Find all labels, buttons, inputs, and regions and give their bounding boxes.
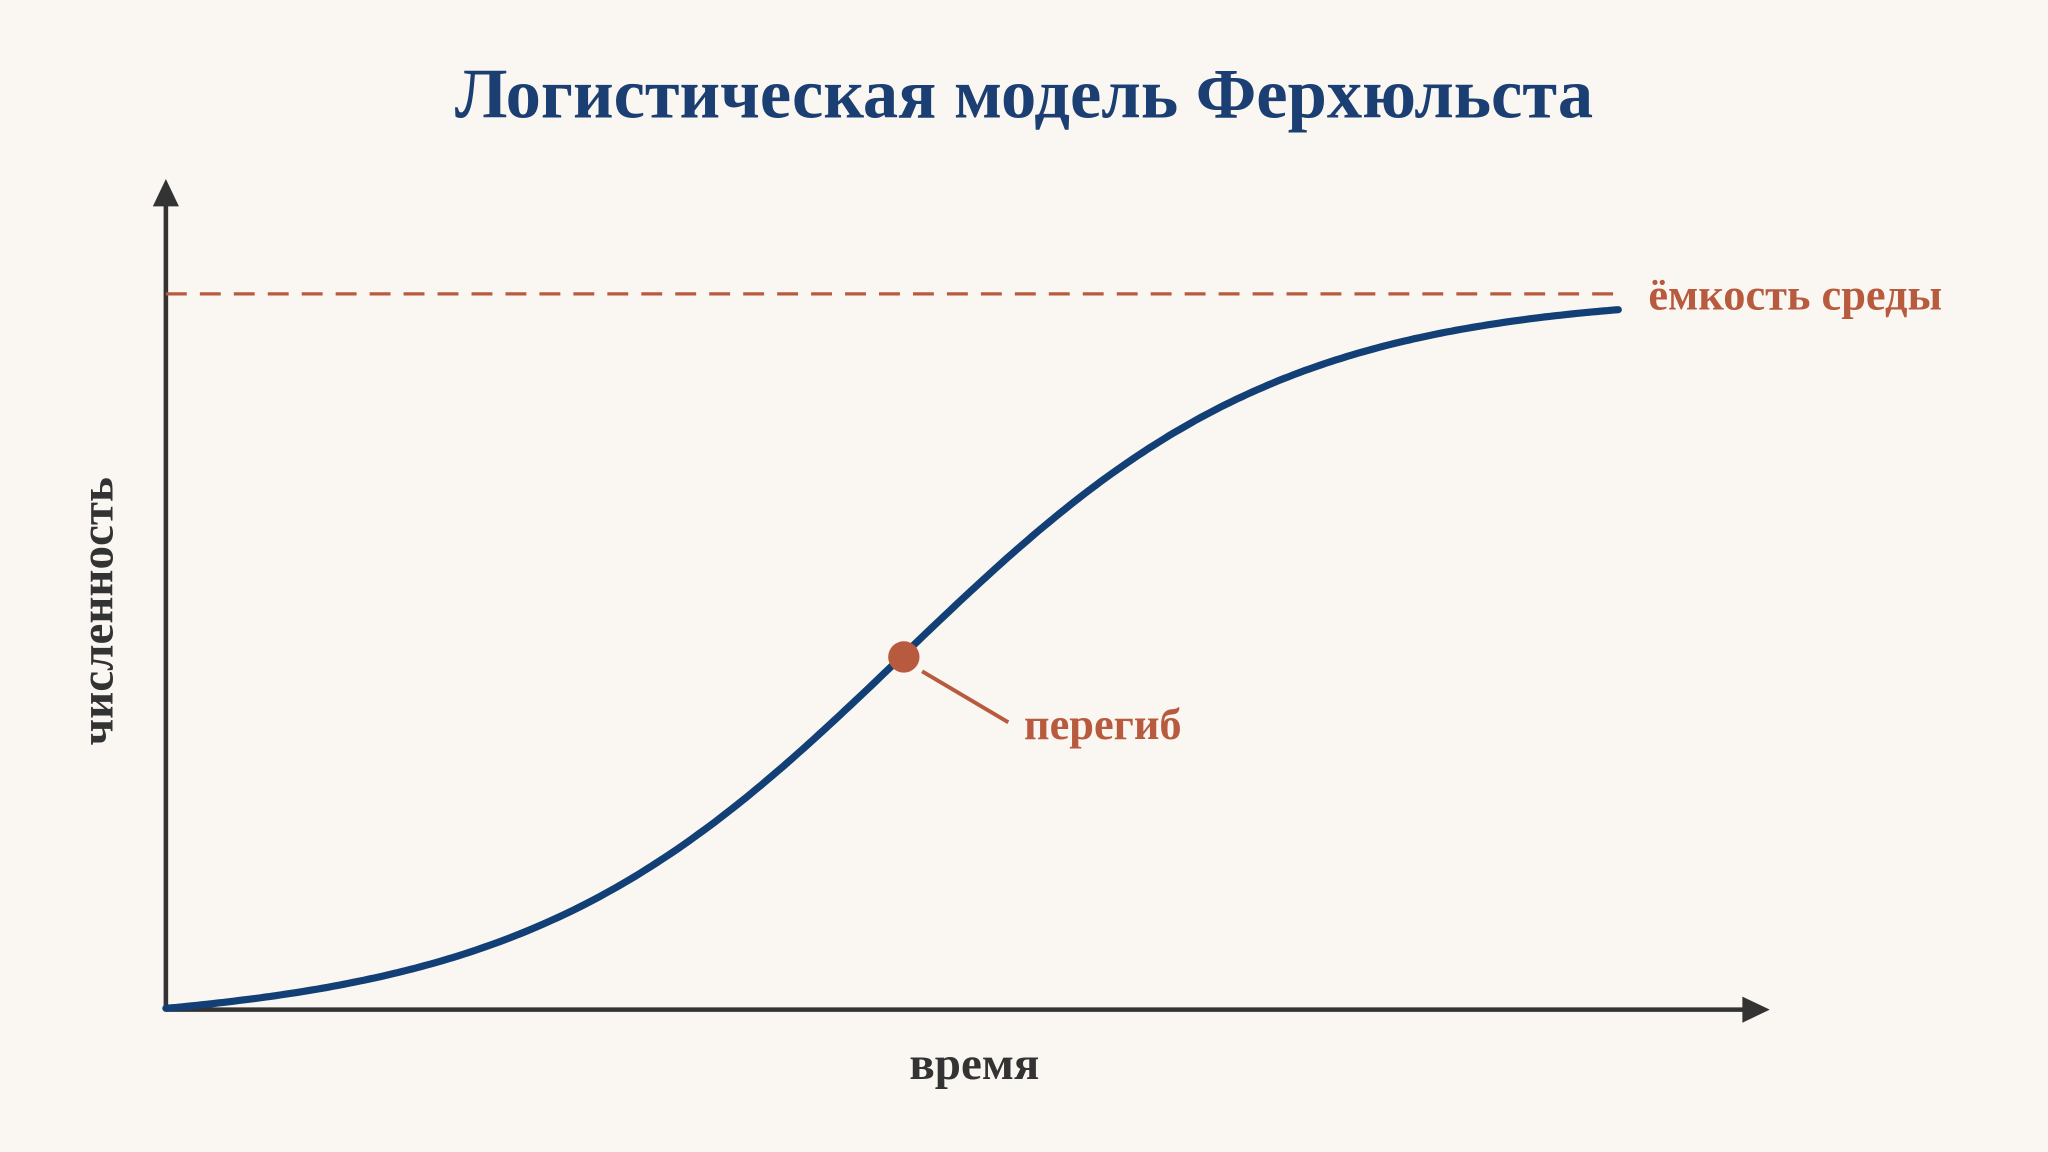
inflection-point — [888, 641, 920, 673]
y-axis-label: численность — [72, 477, 124, 745]
inflection-label: перегиб — [1024, 699, 1182, 749]
title: Логистическая модель Ферхюльста — [455, 56, 1593, 134]
y-axis-arrow — [152, 178, 179, 207]
capacity-label: ёмкость среды — [1648, 269, 1942, 319]
inflection-leader — [921, 669, 1010, 724]
x-axis-arrow — [1742, 996, 1770, 1023]
x-axis-label: время — [909, 1038, 1039, 1090]
